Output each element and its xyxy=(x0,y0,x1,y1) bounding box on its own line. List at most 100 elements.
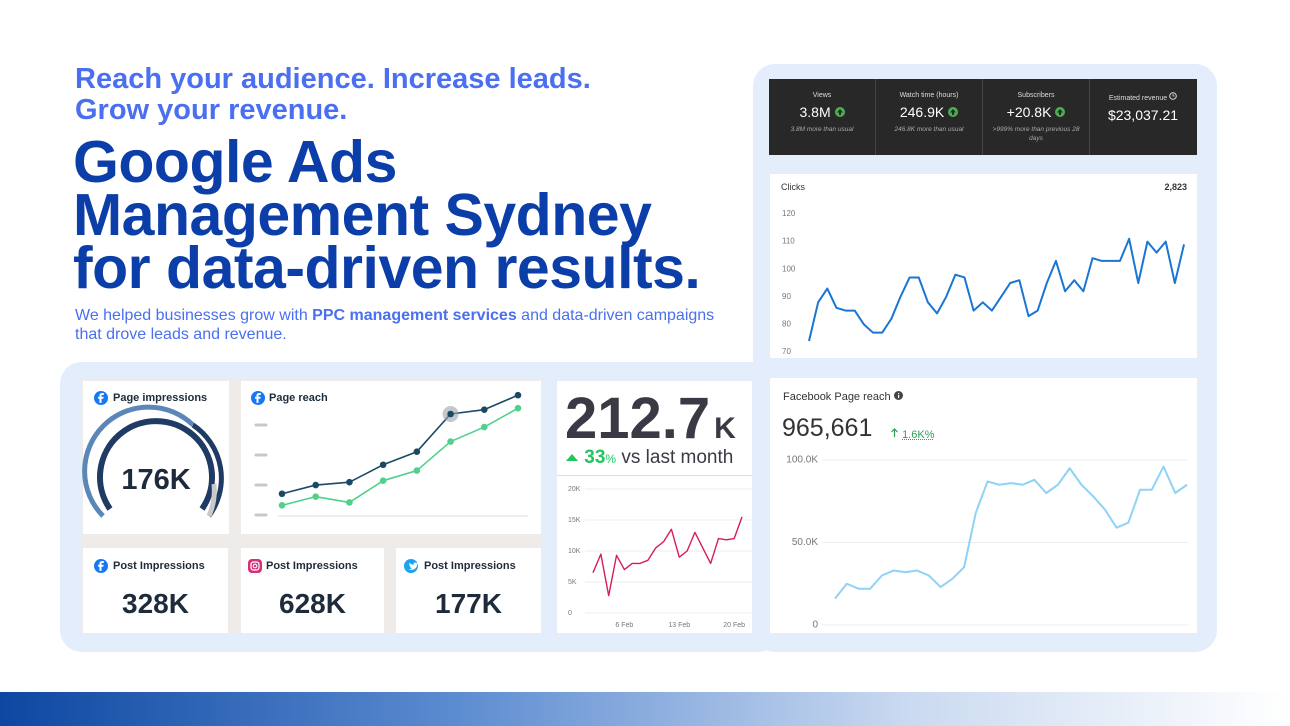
post-tile: Post Impressions 328K xyxy=(83,548,228,633)
stat-label: Estimated revenue xyxy=(1090,92,1196,102)
tile-title: Page impressions xyxy=(113,392,208,404)
description-text: We helped businesses grow with xyxy=(75,307,313,324)
gauge-inner xyxy=(191,422,224,518)
y-tick-label: 10K xyxy=(568,548,581,555)
up-triangle xyxy=(566,454,578,461)
stat-value: 246.9K xyxy=(876,104,982,120)
point xyxy=(514,404,522,412)
post-tile: Post Impressions 628K xyxy=(241,548,384,633)
facebook-icon xyxy=(251,391,265,405)
change: 1.6K% xyxy=(890,428,934,441)
stat: Subscribers +20.8K >999% more than previ… xyxy=(983,79,1090,155)
info-icon xyxy=(893,391,903,400)
stat: Views 3.8M 3.8M more than usual xyxy=(769,79,876,155)
point xyxy=(514,391,522,399)
point xyxy=(480,423,488,431)
y-tick-label: 120 xyxy=(782,209,796,218)
description: We helped businesses grow with PPC manag… xyxy=(75,306,735,344)
card-title: Facebook Page reach xyxy=(783,391,903,403)
y-tick-label: 110 xyxy=(782,237,795,246)
axis-placeholders xyxy=(254,423,268,517)
kpi-change-value: 33 xyxy=(584,447,606,468)
x-tick-label: 13 Feb xyxy=(668,622,690,629)
description-bold: PPC management services xyxy=(312,307,517,324)
stat-note: 246.8K more than usual xyxy=(894,126,964,133)
footer-bar xyxy=(0,692,1290,726)
kpi-number: 212.7 xyxy=(565,386,711,451)
y-tick-label: 0 xyxy=(812,620,818,631)
point xyxy=(480,406,488,413)
up-icon xyxy=(1055,107,1066,117)
tile-title: Post Impressions xyxy=(424,560,516,572)
tagline-line: Reach your audience. Increase leads. xyxy=(75,63,591,95)
y-tick-label: 0 xyxy=(568,610,572,617)
gauge-rest xyxy=(206,483,217,517)
stat: Estimated revenue $23,037.21 xyxy=(1090,79,1196,155)
up-icon xyxy=(948,107,959,117)
clock-icon xyxy=(1169,92,1177,100)
up-arrow xyxy=(891,428,898,437)
point xyxy=(413,448,421,456)
stat-label: Subscribers xyxy=(1017,92,1055,99)
tile-title: Page reach xyxy=(269,392,328,404)
headline-line: Management Sydney xyxy=(73,182,652,248)
stat-label: Watch time (hours) xyxy=(899,92,959,99)
stat-value: $23,037.21 xyxy=(1107,107,1179,123)
y-tick-label: 15K xyxy=(568,517,581,524)
y-tick-label: 70 xyxy=(782,347,791,356)
card-total: 2,823 xyxy=(1164,182,1187,192)
line xyxy=(808,237,1185,342)
tile-title: Post Impressions xyxy=(113,560,205,572)
y-tick-label: 80 xyxy=(782,320,791,329)
facebook-icon xyxy=(94,559,108,573)
point xyxy=(447,410,454,418)
kpi-suffix: K xyxy=(714,412,736,445)
card-title-text: Facebook Page reach xyxy=(783,391,891,403)
stat-value-text: +20.8K xyxy=(1006,104,1052,120)
x-tick-label: 20 Feb xyxy=(723,622,745,629)
instagram-icon xyxy=(248,559,262,573)
gauge-inner xyxy=(82,404,195,518)
point xyxy=(447,438,454,445)
stat-value-text: 246.9K xyxy=(899,104,945,120)
point xyxy=(379,477,387,485)
line xyxy=(834,465,1188,600)
stat: Watch time (hours) 246.9K 246.8K more th… xyxy=(876,79,983,155)
headline: Google Ads Management Sydney for data-dr… xyxy=(73,133,701,301)
youtube-stats: Views 3.8M 3.8M more than usual Watch ti… xyxy=(769,79,1197,155)
y-tick-label: 100.0K xyxy=(786,455,818,466)
headline-line: for data-driven results. xyxy=(73,235,701,301)
point xyxy=(312,481,320,489)
kpi-change-label: vs last month xyxy=(621,447,734,468)
post-tile: Post Impressions 177K xyxy=(396,548,541,633)
stat-note: >999% more than previous 28 days xyxy=(992,126,1080,142)
y-tick-label: 20K xyxy=(568,486,581,493)
x-tick-label: 6 Feb xyxy=(615,622,633,629)
stat-label: Views xyxy=(812,92,832,99)
stat-value: +20.8K xyxy=(983,104,1089,120)
point xyxy=(379,461,387,469)
twitter-icon xyxy=(404,559,419,573)
tagline-line: Grow your revenue. xyxy=(75,94,348,126)
kpi-change-unit: % xyxy=(605,452,617,466)
up-icon xyxy=(834,107,845,117)
line xyxy=(592,516,743,597)
card-total: 965,661 xyxy=(782,414,873,442)
stat-label-text: Estimated revenue xyxy=(1108,95,1168,102)
y-tick-label: 90 xyxy=(782,292,791,301)
divider xyxy=(557,475,752,476)
y-tick-label: 5K xyxy=(568,579,577,586)
point xyxy=(278,490,286,498)
card-title: Clicks xyxy=(781,182,805,192)
tile-value: 628K xyxy=(279,588,346,619)
line xyxy=(281,394,519,495)
kpi-value: 212.7 K xyxy=(565,385,736,452)
point xyxy=(346,499,353,506)
tile-value: 177K xyxy=(435,588,502,619)
kpi-change: 33% vs last month xyxy=(565,447,733,469)
tile-title: Post Impressions xyxy=(266,560,358,572)
point xyxy=(413,467,421,474)
y-tick-label: 50.0K xyxy=(792,537,818,548)
stat-note: 3.8M more than usual xyxy=(790,126,854,133)
